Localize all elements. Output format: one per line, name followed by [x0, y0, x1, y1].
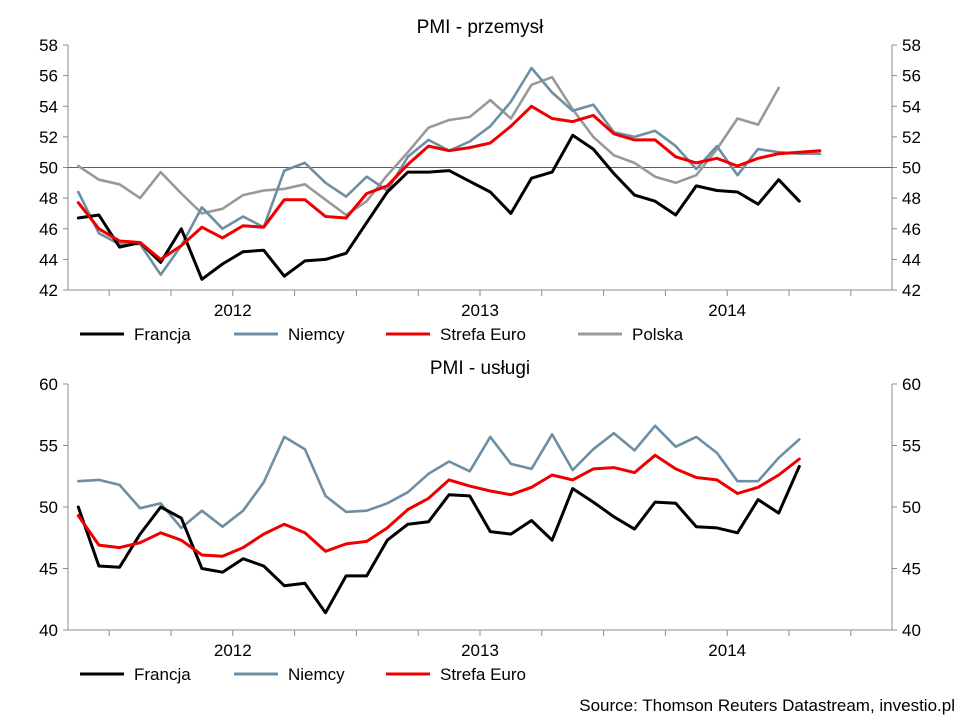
x-tick-label-2014: 2014 — [708, 641, 746, 660]
y-tick-label-right: 52 — [902, 128, 921, 147]
x-tick-label-2012: 2012 — [214, 641, 252, 660]
y-tick-label-right: 58 — [902, 36, 921, 55]
y-tick-label-left: 55 — [39, 437, 58, 456]
y-tick-label-left: 52 — [39, 128, 58, 147]
legend-label-francja: Francja — [134, 665, 191, 684]
y-tick-label-left: 60 — [39, 375, 58, 394]
x-tick-label-2012: 2012 — [214, 301, 252, 320]
chart-title: PMI - przemysł — [417, 17, 544, 38]
legend-label-francja: Francja — [134, 325, 191, 344]
y-tick-label-right: 45 — [902, 560, 921, 579]
y-tick-label-right: 55 — [902, 437, 921, 456]
x-tick-label-2013: 2013 — [461, 641, 499, 660]
y-tick-label-right: 50 — [902, 498, 921, 517]
legend-label-strefa-euro: Strefa Euro — [440, 325, 526, 344]
chart-panel-2: PMI - usługi 40 40 45 45 50 50 55 55 60 60 2012 2013… — [39, 358, 921, 684]
source-note: Source: Thomson Reuters Datastream, inve… — [579, 696, 955, 715]
y-tick-label-right: 60 — [902, 375, 921, 394]
series-line-francja — [76, 464, 801, 615]
legend-label-niemcy: Niemcy — [288, 665, 345, 684]
series-line-strefa-euro — [76, 104, 822, 261]
y-tick-label-left: 40 — [39, 621, 58, 640]
legend-label-polska: Polska — [632, 325, 684, 344]
y-tick-label-right: 48 — [902, 189, 921, 208]
y-tick-label-right: 46 — [902, 220, 921, 239]
y-tick-label-left: 48 — [39, 189, 58, 208]
series-line-strefa-euro — [76, 453, 801, 558]
legend-label-strefa-euro: Strefa Euro — [440, 665, 526, 684]
series-line-niemcy — [77, 424, 801, 530]
y-tick-label-right: 44 — [902, 250, 921, 269]
y-tick-label-right: 54 — [902, 97, 921, 116]
y-tick-label-right: 56 — [902, 67, 921, 86]
y-tick-label-left: 54 — [39, 97, 58, 116]
y-tick-label-right: 42 — [902, 281, 921, 300]
legend-label-niemcy: Niemcy — [288, 325, 345, 344]
legend: Francja Niemcy Strefa Euro — [80, 665, 526, 684]
chart-title: PMI - usługi — [430, 358, 530, 379]
x-tick-label-2013: 2013 — [461, 301, 499, 320]
y-tick-label-left: 56 — [39, 67, 58, 86]
series-line-polska — [77, 75, 781, 217]
y-tick-label-left: 46 — [39, 220, 58, 239]
chart-panel-1: PMI - przemysł 42 42 44 44 46 46 48 48 50 50 52 52 54… — [39, 17, 921, 344]
y-tick-label-left: 50 — [39, 498, 58, 517]
legend: Francja Niemcy Strefa Euro Polska — [80, 325, 684, 344]
y-tick-label-right: 50 — [902, 159, 921, 178]
y-tick-label-left: 58 — [39, 36, 58, 55]
y-tick-label-left: 50 — [39, 159, 58, 178]
series-line-francja — [76, 133, 801, 281]
y-tick-label-left: 44 — [39, 250, 58, 269]
x-tick-label-2014: 2014 — [708, 301, 746, 320]
y-tick-label-left: 42 — [39, 281, 58, 300]
y-tick-label-left: 45 — [39, 560, 58, 579]
y-tick-label-right: 40 — [902, 621, 921, 640]
